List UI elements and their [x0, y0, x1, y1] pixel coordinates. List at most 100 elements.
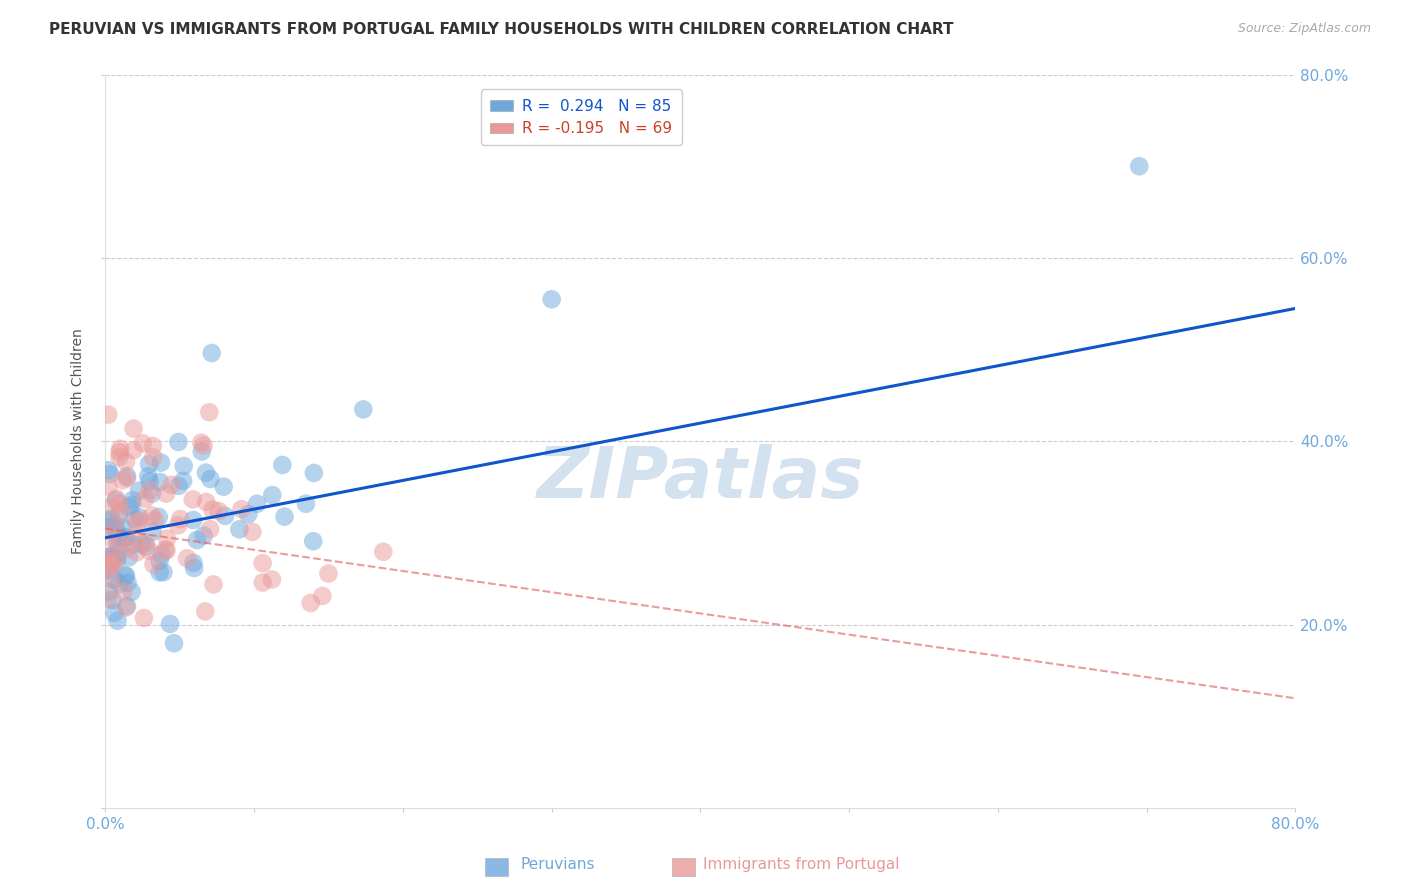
Point: [97, 463, 120, 477]
Point: [138, 469, 160, 483]
Point: [155, 543, 177, 558]
Point: [181, 492, 204, 507]
Point: [98, 467, 121, 482]
Point: [107, 614, 129, 628]
Point: [242, 524, 264, 539]
Point: [107, 529, 129, 543]
Point: [352, 402, 374, 417]
Point: [194, 466, 217, 480]
Point: [104, 554, 127, 568]
Point: [190, 435, 212, 450]
Point: [104, 493, 127, 508]
Point: [172, 474, 194, 488]
Point: [132, 436, 155, 450]
Point: [302, 466, 325, 480]
Point: [148, 509, 170, 524]
Point: [104, 519, 127, 533]
Point: [128, 513, 150, 527]
Point: [141, 487, 163, 501]
Point: [156, 532, 179, 546]
Point: [167, 479, 190, 493]
Point: [246, 497, 269, 511]
Text: Peruvians: Peruvians: [520, 857, 595, 872]
Text: Immigrants from Portugal: Immigrants from Portugal: [703, 857, 900, 872]
Point: [160, 478, 183, 492]
Text: Source: ZipAtlas.com: Source: ZipAtlas.com: [1237, 22, 1371, 36]
Point: [149, 554, 172, 568]
Point: [191, 444, 214, 458]
Point: [97, 585, 120, 599]
Point: [373, 545, 395, 559]
Point: [198, 405, 221, 419]
Text: PERUVIAN VS IMMIGRANTS FROM PORTUGAL FAMILY HOUSEHOLDS WITH CHILDREN CORRELATION: PERUVIAN VS IMMIGRANTS FROM PORTUGAL FAM…: [49, 22, 953, 37]
Point: [111, 473, 134, 487]
Point: [100, 573, 122, 587]
Point: [112, 532, 135, 546]
Point: [176, 551, 198, 566]
Point: [173, 458, 195, 473]
Point: [194, 604, 217, 618]
Point: [167, 518, 190, 533]
Point: [108, 576, 131, 591]
Point: [138, 475, 160, 489]
Point: [97, 480, 120, 494]
Point: [118, 500, 141, 514]
Point: [108, 497, 131, 511]
Point: [150, 547, 173, 561]
Point: [228, 522, 250, 536]
Point: [135, 540, 157, 554]
Point: [169, 512, 191, 526]
Point: [110, 505, 132, 519]
Point: [195, 495, 218, 509]
Point: [100, 500, 122, 514]
Point: [98, 549, 121, 564]
Point: [208, 504, 231, 518]
Point: [105, 552, 128, 566]
Point: [141, 508, 163, 523]
Point: [115, 541, 138, 556]
Point: [97, 563, 120, 577]
Point: [97, 408, 120, 422]
Point: [114, 568, 136, 582]
Point: [142, 558, 165, 572]
Point: [124, 512, 146, 526]
Point: [202, 577, 225, 591]
Point: [112, 521, 135, 535]
Point: [150, 456, 173, 470]
Point: [97, 554, 120, 568]
Point: [97, 530, 120, 544]
Point: [271, 458, 294, 472]
Point: [149, 566, 172, 580]
Point: [101, 593, 124, 607]
Point: [302, 534, 325, 549]
Point: [128, 483, 150, 498]
Point: [134, 491, 156, 506]
Point: [262, 488, 284, 502]
Point: [117, 575, 139, 590]
Point: [183, 556, 205, 570]
Legend: R =  0.294   N = 85, R = -0.195   N = 69: R = 0.294 N = 85, R = -0.195 N = 69: [481, 89, 682, 145]
Point: [108, 445, 131, 459]
Point: [295, 497, 318, 511]
Point: [149, 475, 172, 489]
Point: [181, 513, 204, 527]
Point: [124, 531, 146, 545]
Point: [121, 498, 143, 512]
Point: [125, 516, 148, 530]
Point: [238, 507, 260, 521]
Point: [107, 508, 129, 523]
Point: [155, 486, 177, 500]
Point: [121, 584, 143, 599]
Point: [198, 522, 221, 536]
Point: [108, 450, 131, 464]
Point: [193, 438, 215, 452]
Point: [131, 537, 153, 551]
Point: [97, 520, 120, 534]
Point: [273, 509, 295, 524]
Point: [98, 552, 121, 566]
Point: [97, 514, 120, 528]
Point: [100, 558, 122, 572]
Point: [118, 550, 141, 565]
Point: [115, 530, 138, 544]
Point: [138, 457, 160, 471]
